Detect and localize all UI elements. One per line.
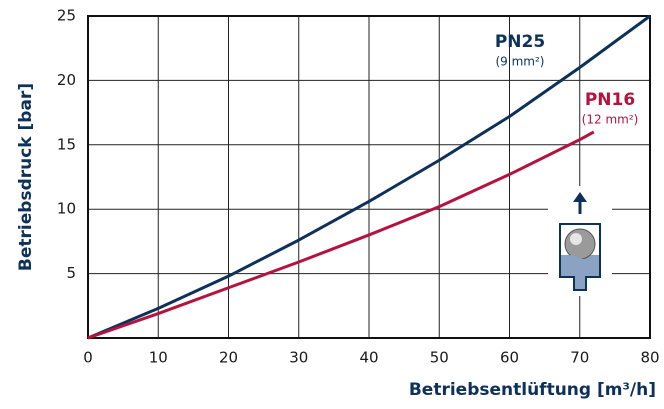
x-tick-label: 30 <box>289 349 308 367</box>
x-tick-label: 20 <box>219 349 238 367</box>
legend-note: (9 mm²) <box>495 55 544 69</box>
chart: Betriebsentlüftung [m³/h] Betriebsdruck … <box>0 0 664 405</box>
x-tick-label: 80 <box>640 349 659 367</box>
y-tick-label: 10 <box>57 200 76 218</box>
x-tick-label: 70 <box>570 349 589 367</box>
y-tick-label: 20 <box>57 71 76 89</box>
x-tick-label: 40 <box>359 349 378 367</box>
x-tick-label: 50 <box>430 349 449 367</box>
y-tick-label: 15 <box>57 135 76 153</box>
vent-icon <box>548 186 612 296</box>
legend-label: PN25 <box>495 32 545 52</box>
y-tick-label: 5 <box>66 264 76 282</box>
legend-note: (12 mm²) <box>582 113 639 127</box>
y-axis-title: Betriebsdruck [bar] <box>16 83 36 271</box>
y-tick-label: 25 <box>57 7 76 25</box>
x-tick-label: 10 <box>149 349 168 367</box>
x-tick-label: 0 <box>83 349 93 367</box>
x-tick-label: 60 <box>500 349 519 367</box>
x-axis-title: Betriebsentlüftung [m³/h] <box>409 380 656 400</box>
legend-label: PN16 <box>585 90 635 110</box>
